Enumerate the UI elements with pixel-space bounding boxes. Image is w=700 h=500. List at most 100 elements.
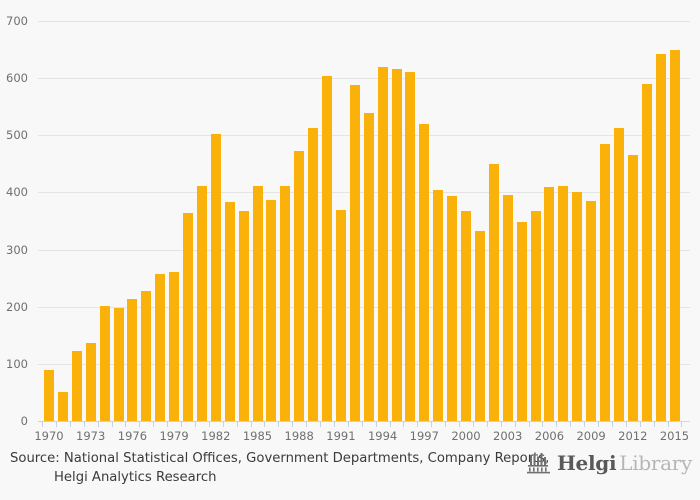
bar-1998[interactable] — [433, 189, 444, 421]
bar-2009[interactable] — [586, 201, 597, 421]
x-tick-1977 — [139, 421, 141, 427]
x-tick-1989 — [306, 421, 308, 427]
x-tick-1979 — [167, 421, 169, 427]
x-tick-1993 — [361, 421, 363, 427]
source-line-1: Source: National Statistical Offices, Go… — [10, 451, 550, 466]
x-tick-1974 — [97, 421, 99, 427]
bar-1994[interactable] — [377, 66, 388, 421]
x-tick-1980 — [181, 421, 183, 427]
plot-area — [38, 21, 690, 422]
bar-1970[interactable] — [44, 369, 54, 421]
bar-2008[interactable] — [572, 192, 583, 421]
x-tick-1992 — [347, 421, 349, 427]
y-tick-label-500: 500 — [6, 128, 28, 143]
bar-1973[interactable] — [85, 342, 96, 421]
bar-1996[interactable] — [405, 71, 416, 421]
bar-2000[interactable] — [461, 211, 471, 421]
y-tick-label-0: 0 — [20, 414, 28, 428]
bar-1975[interactable] — [113, 307, 124, 421]
x-axis-line — [38, 421, 677, 422]
y-tick-label-100: 100 — [6, 356, 28, 371]
bar-1981[interactable] — [196, 185, 207, 421]
bar-1977[interactable] — [141, 290, 152, 421]
x-tick-1973 — [83, 421, 85, 427]
bar-1986[interactable] — [266, 200, 277, 421]
x-tick-1972 — [69, 421, 71, 427]
bar-1982[interactable] — [210, 133, 221, 421]
bar-2002[interactable] — [488, 163, 499, 421]
x-tick-label-1994: 1994 — [367, 429, 398, 443]
y-tick-label-400: 400 — [6, 185, 28, 200]
bar-1974[interactable] — [99, 305, 110, 421]
x-tick-2004 — [514, 421, 516, 427]
x-tick-1986 — [264, 421, 266, 427]
x-tick-1987 — [278, 421, 280, 427]
x-tick-2014 — [653, 421, 655, 427]
bar-1991[interactable] — [335, 209, 346, 421]
bar-2014[interactable] — [655, 53, 666, 421]
chart-footer: Source: National Statistical Offices, Go… — [0, 443, 700, 500]
x-tick-1970 — [42, 421, 44, 427]
bar-1990[interactable] — [322, 75, 332, 421]
bar-2006[interactable] — [544, 187, 555, 421]
bar-1988[interactable] — [294, 150, 305, 421]
x-tick-2007 — [556, 421, 558, 427]
gridline-700 — [38, 21, 690, 22]
x-tick-2015 — [667, 421, 669, 427]
bar-1984[interactable] — [238, 210, 249, 421]
bar-1989[interactable] — [308, 128, 319, 421]
bar-2013[interactable] — [641, 83, 652, 421]
bar-2010[interactable] — [600, 144, 610, 421]
bar-1978[interactable] — [155, 274, 166, 421]
x-tick-1999 — [445, 421, 447, 427]
y-tick-label-700: 700 — [6, 14, 28, 28]
source-line-2: Helgi Analytics Research — [54, 470, 217, 485]
bar-2005[interactable] — [530, 211, 541, 421]
x-tick-1985 — [250, 421, 252, 427]
x-tick-2001 — [472, 421, 474, 427]
x-tick-label-2009: 2009 — [576, 429, 606, 443]
x-tick-1998 — [431, 421, 433, 427]
y-tick-label-300: 300 — [6, 242, 28, 257]
x-tick-label-1985: 1985 — [242, 429, 273, 443]
bar-2015[interactable] — [669, 50, 680, 421]
bar-1985[interactable] — [252, 185, 263, 421]
x-tick-1990 — [320, 421, 322, 427]
bar-2007[interactable] — [558, 185, 569, 421]
x-tick-2002 — [486, 421, 488, 427]
bar-2012[interactable] — [627, 154, 638, 421]
bar-1999[interactable] — [447, 195, 458, 421]
helgi-library-logo[interactable]: Helgi Library — [526, 451, 692, 475]
bar-2001[interactable] — [474, 231, 485, 421]
bar-2011[interactable] — [613, 128, 624, 421]
logo-text-primary: Helgi — [556, 451, 617, 475]
bar-1971[interactable] — [57, 392, 68, 421]
x-tick-1997 — [417, 421, 419, 427]
x-tick-1976 — [125, 421, 127, 427]
bar-2003[interactable] — [502, 194, 513, 421]
x-tick-2010 — [598, 421, 600, 427]
bar-1995[interactable] — [391, 69, 402, 421]
bar-1980[interactable] — [183, 213, 193, 421]
bar-2004[interactable] — [516, 222, 527, 421]
x-tick-2013 — [639, 421, 641, 427]
bar-1993[interactable] — [363, 113, 374, 421]
x-tick-label-2015: 2015 — [659, 429, 690, 443]
bar-1997[interactable] — [419, 124, 430, 421]
x-tick-1994 — [375, 421, 377, 427]
bar-1987[interactable] — [280, 186, 291, 421]
x-tick-1995 — [389, 421, 391, 427]
bar-1972[interactable] — [71, 351, 82, 421]
bar-1992[interactable] — [349, 85, 360, 421]
bar-1983[interactable] — [224, 201, 235, 421]
x-tick-label-1973: 1973 — [76, 429, 106, 443]
x-tick-label-1976: 1976 — [117, 429, 148, 443]
x-tick-2008 — [570, 421, 572, 427]
bar-1979[interactable] — [169, 272, 180, 421]
x-tick-label-1988: 1988 — [284, 429, 314, 443]
x-tick-1988 — [292, 421, 294, 427]
x-tick-1983 — [222, 421, 224, 427]
x-tick-2012 — [625, 421, 627, 427]
bar-1976[interactable] — [127, 298, 138, 421]
